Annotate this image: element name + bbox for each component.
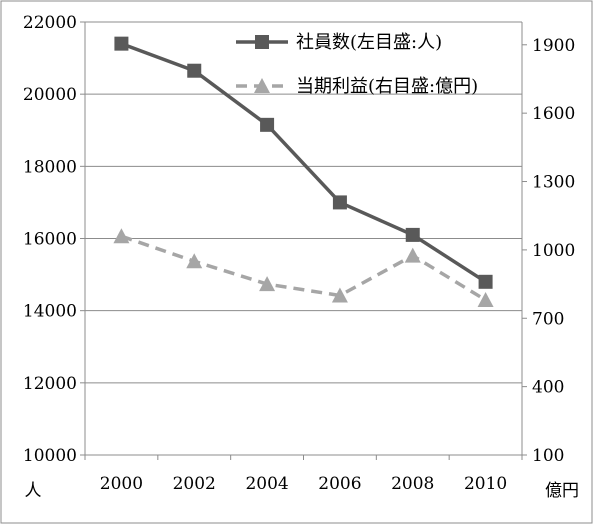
right-y-tick-label: 700 bbox=[532, 309, 564, 329]
right-y-tick-label: 1900 bbox=[532, 36, 575, 56]
left-y-tick-label: 22000 bbox=[23, 13, 77, 33]
axes: 10000 12000 14000 16000 18000 20000 22000 100 40… bbox=[23, 13, 575, 494]
series-line bbox=[120, 42, 487, 284]
left-y-tick-label: 12000 bbox=[23, 374, 77, 394]
series-1 bbox=[114, 36, 493, 289]
triangle-marker bbox=[404, 247, 421, 263]
triangle-marker bbox=[113, 228, 130, 244]
right-y-tick-label: 1300 bbox=[532, 173, 575, 193]
triangle-marker bbox=[259, 276, 276, 292]
legend-item-1: 社員数(左目盛:人) bbox=[236, 32, 442, 53]
series-line bbox=[120, 234, 487, 302]
left-y-tick-label: 20000 bbox=[23, 85, 77, 105]
x-tick-label: 2002 bbox=[173, 474, 216, 494]
right-y-tick-label: 400 bbox=[532, 378, 564, 398]
legend-label: 当期利益(右目盛:億円) bbox=[296, 76, 478, 97]
series bbox=[113, 36, 494, 308]
square-marker bbox=[255, 35, 269, 49]
legend-item-2: 当期利益(右目盛:億円) bbox=[236, 76, 478, 97]
left-y-tick-label: 10000 bbox=[23, 446, 77, 466]
square-marker bbox=[405, 227, 420, 242]
legend: 社員数(左目盛:人) 当期利益(右目盛:億円) bbox=[236, 32, 478, 97]
triangle-marker bbox=[254, 78, 270, 93]
square-marker bbox=[260, 117, 275, 132]
triangle-marker bbox=[331, 287, 348, 303]
right-y-tick-label: 1000 bbox=[532, 241, 575, 261]
left-y-tick-label: 16000 bbox=[23, 230, 77, 250]
square-marker bbox=[478, 274, 493, 289]
x-tick-label: 2010 bbox=[464, 474, 507, 494]
square-marker bbox=[332, 195, 347, 210]
left-y-tick-label: 18000 bbox=[23, 157, 77, 177]
right-y-tick-label: 100 bbox=[532, 446, 564, 466]
x-tick-label: 2004 bbox=[245, 474, 288, 494]
x-tick-label: 2006 bbox=[318, 474, 361, 494]
square-marker bbox=[114, 36, 129, 51]
left-y-tick-label: 14000 bbox=[23, 302, 77, 322]
right-y-tick-label: 1600 bbox=[532, 104, 575, 124]
triangle-marker bbox=[477, 292, 494, 308]
left-axis-unit-label: 人 bbox=[25, 481, 42, 501]
gridlines bbox=[85, 21, 522, 384]
series-2 bbox=[113, 228, 494, 308]
triangle-marker bbox=[186, 253, 203, 269]
legend-label: 社員数(左目盛:人) bbox=[296, 32, 442, 53]
right-axis-unit-label: 億円 bbox=[545, 481, 579, 501]
square-marker bbox=[187, 63, 202, 78]
x-tick-label: 2000 bbox=[100, 474, 143, 494]
x-tick-label: 2008 bbox=[391, 474, 434, 494]
